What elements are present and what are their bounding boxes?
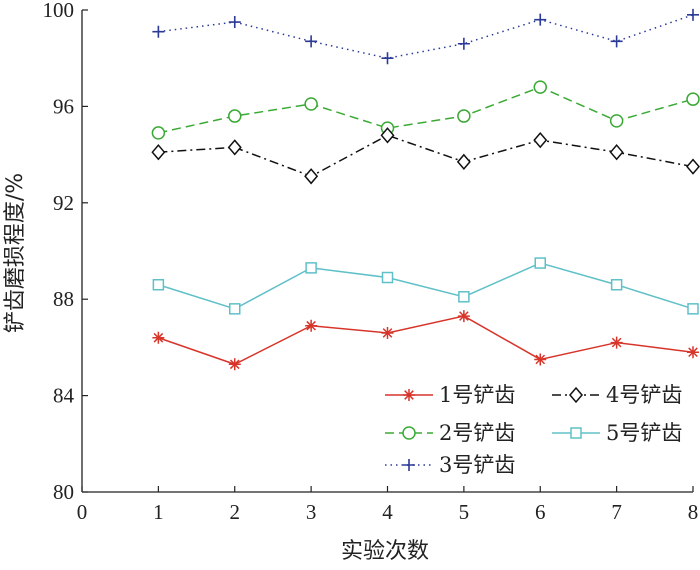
data-point [305, 319, 318, 332]
data-point [609, 114, 624, 128]
axes [81, 10, 693, 493]
series-3 [152, 8, 699, 65]
legend-entry: 3号铲齿 [385, 453, 515, 477]
legend-marker [402, 426, 416, 440]
legend-marker [403, 389, 415, 401]
data-point [687, 303, 699, 315]
legend-marker [569, 386, 583, 404]
data-point [534, 353, 547, 366]
legend-entry: 4号铲齿 [552, 383, 682, 407]
data-point [534, 257, 546, 269]
legend-marker [570, 427, 582, 439]
legend-label: 5号铲齿 [606, 421, 682, 445]
data-point [305, 35, 318, 48]
data-point [686, 158, 700, 175]
series-line [158, 262, 694, 310]
data-point [457, 109, 471, 123]
data-point [610, 278, 623, 291]
x-tick-label: 8 [688, 500, 699, 524]
series-line [158, 315, 694, 366]
data-point [227, 139, 242, 156]
data-point [381, 52, 394, 65]
series-line [158, 14, 694, 59]
y-tick-label: 84 [53, 384, 75, 408]
legend-label: 4号铲齿 [606, 383, 682, 407]
legend-marker [403, 459, 415, 471]
legend-label: 1号铲齿 [439, 383, 515, 407]
data-point [152, 331, 165, 344]
series-line [158, 134, 694, 178]
data-point [228, 358, 241, 371]
x-tick-label: 6 [535, 500, 546, 524]
series-line [158, 86, 694, 134]
data-point [610, 35, 623, 48]
data-point [533, 131, 548, 149]
data-point [534, 13, 547, 26]
data-point [229, 303, 241, 315]
data-point [152, 278, 165, 291]
x-tick-label: 4 [382, 500, 393, 524]
data-point [457, 37, 470, 50]
series-5 [152, 257, 699, 315]
data-point [228, 109, 242, 123]
x-tick-label: 3 [306, 500, 317, 524]
legend-entry: 1号铲齿 [385, 383, 515, 407]
x-axis-title: 实验次数 [341, 539, 429, 564]
x-tick-label: 2 [230, 500, 241, 524]
data-point [304, 168, 319, 185]
series-1 [152, 310, 699, 371]
legend-entry: 2号铲齿 [385, 421, 515, 445]
data-point [151, 126, 166, 140]
legend-entry: 5号铲齿 [552, 421, 682, 445]
y-tick-label: 88 [53, 287, 74, 311]
plot-area [151, 8, 700, 371]
data-point [152, 25, 165, 38]
series-2 [151, 80, 700, 140]
data-point [304, 97, 318, 111]
data-point [381, 271, 394, 284]
data-point [380, 127, 395, 144]
data-point [151, 144, 166, 161]
x-tick-label: 1 [153, 500, 164, 524]
data-point [687, 346, 699, 359]
legend: 1号铲齿 2号铲齿 3号铲齿 4号铲齿 5号铲齿 [385, 383, 682, 477]
data-point [609, 144, 624, 161]
y-tick-label: 96 [53, 94, 74, 118]
data-point [687, 8, 699, 21]
x-tick-label: 5 [459, 500, 470, 524]
data-point [381, 326, 394, 339]
legend-label: 3号铲齿 [439, 453, 515, 477]
data-point [458, 291, 470, 303]
y-axis-title: 铲齿磨损程度/% [3, 173, 28, 333]
y-tick-label: 80 [53, 480, 74, 504]
data-point [686, 92, 700, 106]
ticks: 0 1 2 3 4 5 6 7 8 80 84 88 92 96 100 [43, 0, 699, 524]
data-point [228, 16, 241, 29]
data-point [305, 262, 317, 274]
y-tick-label: 100 [43, 0, 75, 22]
data-point [456, 153, 471, 170]
x-tick-label: 0 [77, 500, 88, 524]
x-tick-label: 7 [611, 500, 622, 524]
data-point [610, 336, 623, 349]
data-point [457, 310, 470, 323]
series-4 [151, 127, 700, 185]
y-tick-label: 92 [53, 191, 74, 215]
data-point [533, 80, 547, 94]
legend-label: 2号铲齿 [439, 421, 515, 445]
